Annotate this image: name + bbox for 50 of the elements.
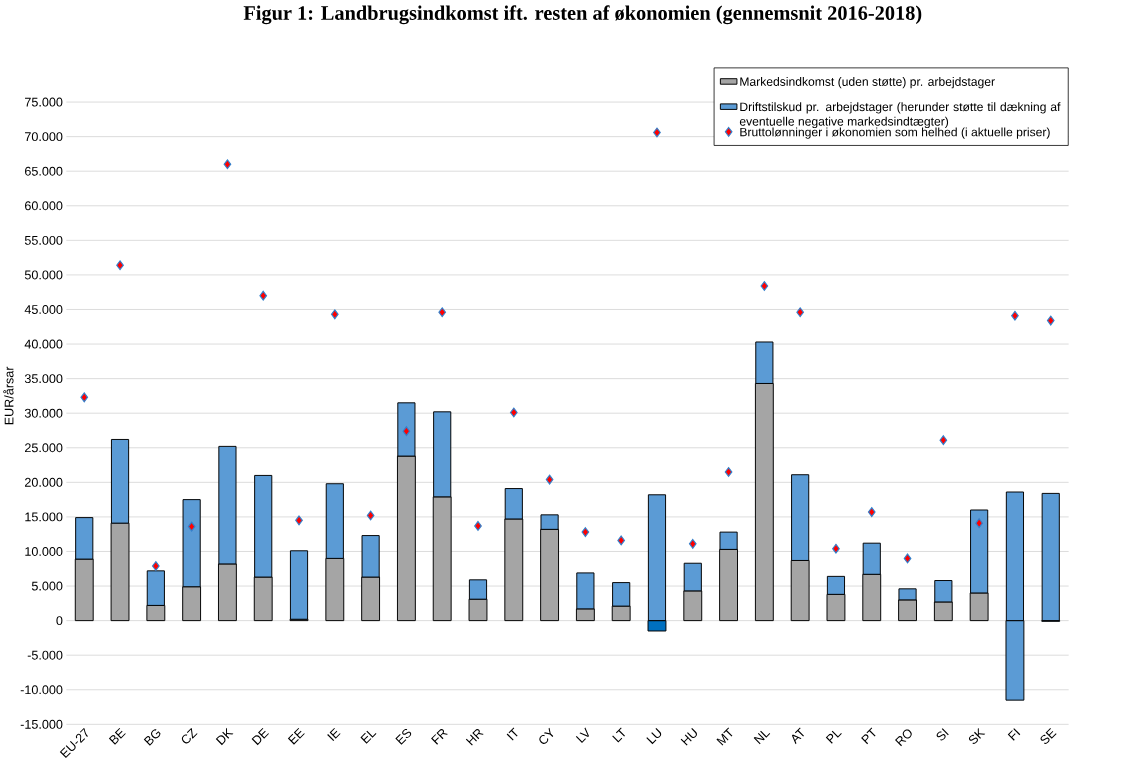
- x-tick-label: PT: [861, 727, 876, 745]
- y-tick-label: 30.000: [24, 408, 63, 418]
- y-tick-label: 0: [56, 616, 63, 626]
- y-tick-label: 35.000: [24, 374, 63, 384]
- x-tick-label: FI: [1007, 728, 1021, 741]
- y-tick-label: 50.000: [24, 270, 63, 280]
- x-tick-label: ES: [395, 729, 412, 745]
- y-tick-label: -15.000: [20, 719, 63, 729]
- x-tick-label: LU: [646, 728, 662, 745]
- x-tick-label: CY: [539, 727, 554, 745]
- y-tick-label: 40.000: [24, 339, 63, 349]
- x-tick-label: MT: [716, 727, 733, 746]
- y-tick-label: 25.000: [25, 443, 63, 453]
- y-tick-label: 5.000: [31, 581, 63, 591]
- y-tick-label: 75.000: [25, 97, 63, 107]
- x-tick-label: NL: [753, 730, 771, 745]
- y-tick-label: -5.000: [27, 650, 63, 660]
- x-tick-label: IT: [506, 727, 518, 741]
- y-tick-label: 65.000: [25, 166, 63, 176]
- x-tick-label: HR: [465, 729, 484, 746]
- legend-label: Bruttolønninger i økonomien som helhed (i aktuelle priser): [740, 127, 1050, 139]
- y-tick-label: 20.000: [25, 477, 63, 487]
- x-tick-label: CZ: [181, 728, 198, 744]
- x-tick-label: IE: [327, 728, 341, 742]
- x-tick-label: BE: [108, 728, 126, 745]
- y-tick-label: 15.000: [25, 512, 63, 522]
- x-tick-label: PL: [825, 730, 842, 744]
- x-tick-label: LV: [575, 727, 589, 744]
- y-tick-label: 10.000: [25, 547, 63, 557]
- y-tick-label: -10.000: [20, 685, 63, 695]
- x-tick-label: LT: [612, 727, 625, 743]
- x-tick-label: DK: [215, 727, 234, 746]
- x-tick-label: DE: [251, 728, 269, 746]
- y-tick-label: 70.000: [25, 132, 63, 142]
- x-tick-label: SK: [968, 727, 986, 745]
- y-tick-label: 45.000: [24, 305, 63, 315]
- x-tick-label: SI: [936, 728, 949, 741]
- y-axis-title: EUR/årsar: [3, 366, 14, 425]
- x-tick-label: FR: [431, 729, 448, 745]
- x-tick-label: AT: [791, 727, 804, 745]
- x-tick-label: RO: [895, 729, 912, 747]
- y-tick-label: 60.000: [25, 201, 63, 211]
- legend-label: Markedsindkomst (uden støtte) pr. arbejdstager: [740, 77, 995, 89]
- x-tick-label: EL: [360, 730, 377, 744]
- x-tick-label: EE: [287, 728, 305, 745]
- x-tick-label: SE: [1040, 728, 1057, 745]
- chart-title: Figur 1: Landbrugsindkomst ift. resten af økonomien (gennemsnit 2016-2018): [243, 5, 922, 25]
- x-tick-label: HU: [680, 728, 697, 746]
- x-tick-label: BG: [143, 729, 161, 746]
- y-tick-label: 55.000: [24, 235, 63, 245]
